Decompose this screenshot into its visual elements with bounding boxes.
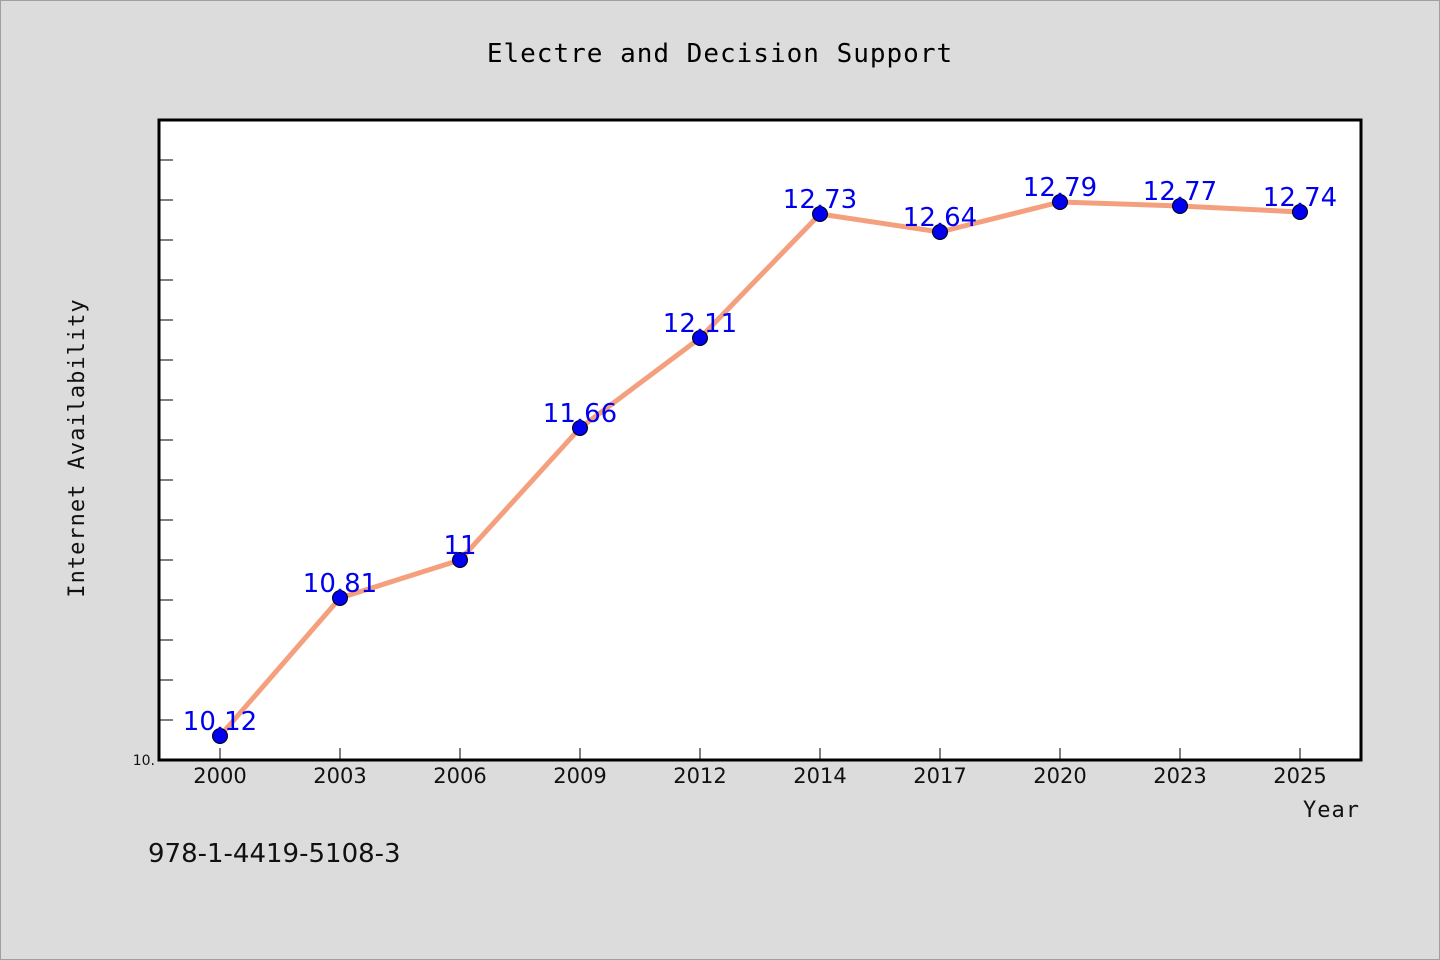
data-label: 12.74 — [1263, 183, 1337, 213]
y-tick-label: 10. — [133, 753, 155, 769]
data-point — [212, 728, 228, 744]
series-line-layer — [217, 199, 1303, 739]
plot-area — [157, 118, 1363, 762]
x-tick-label: 2023 — [1153, 764, 1206, 788]
series-markers — [212, 194, 1308, 744]
data-point — [692, 330, 708, 346]
data-labels: 10.12 10.81 11 11.66 12.11 12.73 12.64 12.79 12.… — [183, 173, 1337, 737]
data-label: 12.11 — [663, 309, 737, 339]
x-axis-title: Year — [1303, 798, 1360, 823]
data-label: 12.73 — [783, 185, 857, 215]
data-point — [452, 552, 468, 568]
data-point — [932, 224, 948, 240]
data-point — [1172, 198, 1188, 214]
data-label: 10.12 — [183, 707, 257, 737]
data-point — [1292, 204, 1308, 220]
data-point — [812, 206, 828, 222]
x-tick-label: 2025 — [1273, 764, 1326, 788]
chart-title: Electre and Decision Support — [487, 39, 953, 69]
x-tick-label: 2017 — [913, 764, 966, 788]
footer-isbn: 978-1-4419-5108-3 — [148, 839, 401, 869]
data-label: 11 — [443, 531, 476, 561]
x-tick-labels: 2000 2003 2006 2009 2012 2014 2017 2020 2023 2025 — [193, 764, 1326, 788]
series-line — [217, 199, 1303, 739]
data-point — [572, 420, 588, 436]
x-tick-label: 2012 — [673, 764, 726, 788]
x-tick-label: 2014 — [793, 764, 846, 788]
axis-ticks — [159, 119, 1301, 761]
x-tick-label: 2006 — [433, 764, 486, 788]
data-label: 12.64 — [903, 203, 977, 233]
data-point — [332, 590, 348, 606]
data-label: 10.81 — [303, 569, 377, 599]
x-tick-label: 2020 — [1033, 764, 1086, 788]
data-point — [1052, 194, 1068, 210]
y-axis-title: Internet Availability — [65, 298, 90, 597]
x-tick-label: 2000 — [193, 764, 246, 788]
x-tick-label: 2003 — [313, 764, 366, 788]
data-label: 12.77 — [1143, 177, 1217, 207]
data-label: 12.79 — [1023, 173, 1097, 203]
x-tick-label: 2009 — [553, 764, 606, 788]
data-label: 11.66 — [543, 399, 617, 429]
